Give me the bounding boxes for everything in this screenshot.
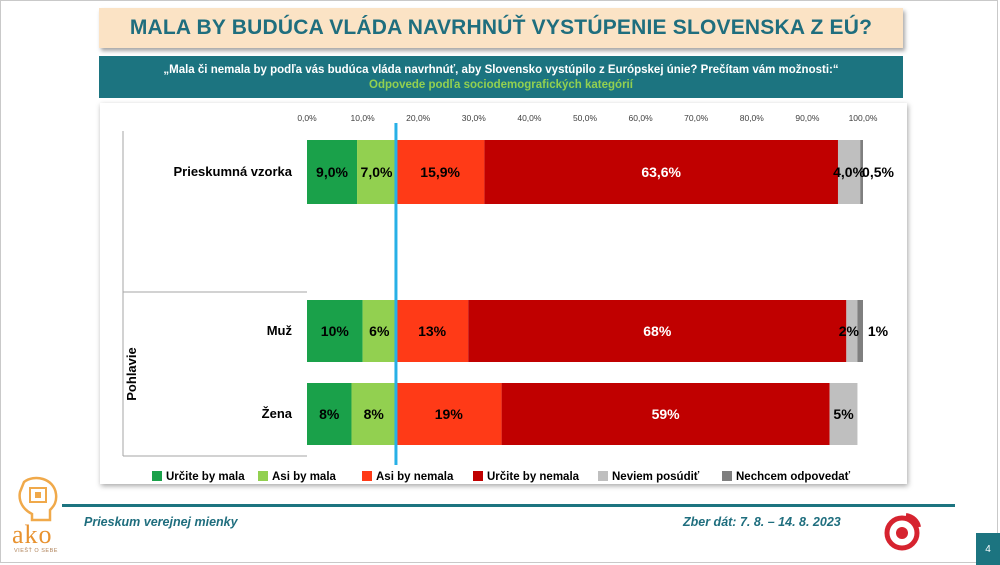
data-label: 9,0% [316, 164, 348, 180]
bar-segment [395, 140, 485, 204]
legend-label: Asi by mala [272, 471, 337, 483]
bar-segment [846, 300, 858, 362]
legend-swatch [473, 471, 483, 481]
data-label: 68% [643, 323, 672, 339]
data-label: 63,6% [641, 164, 681, 180]
bar-segment [468, 300, 847, 362]
bar-segment [860, 140, 863, 204]
title-banner: MALA BY BUDÚCA VLÁDA NAVRHNÚŤ VYSTÚPENIE… [99, 8, 903, 48]
ako-logo-icon [18, 476, 58, 522]
page-number: 4 [976, 533, 1000, 565]
bar-segment [501, 383, 830, 445]
x-tick-label: 60,0% [629, 113, 654, 123]
legend-label: Neviem posúdiť [612, 471, 700, 483]
bar-segment [307, 300, 363, 362]
bar-segment [484, 140, 838, 204]
slide-title: MALA BY BUDÚCA VLÁDA NAVRHNÚŤ VYSTÚPENIE… [129, 16, 873, 39]
x-tick-label: 20,0% [406, 113, 431, 123]
category-label: Prieskumná vzorka [173, 164, 292, 179]
legend-label: Nechcem odpovedať [736, 471, 851, 483]
bar-segment [837, 140, 861, 204]
bar-segment [307, 140, 358, 204]
bar-segment [395, 300, 469, 362]
x-tick-label: 80,0% [740, 113, 765, 123]
x-tick-label: 0,0% [297, 113, 317, 123]
x-tick-label: 10,0% [351, 113, 376, 123]
data-label: 5% [833, 406, 854, 422]
bar-segment [829, 383, 858, 445]
data-label: 2% [839, 323, 860, 339]
footer-survey-label: Prieskum verejnej mienky [84, 515, 238, 529]
legend-swatch [722, 471, 732, 481]
data-label: 8% [319, 406, 340, 422]
data-label: 1% [868, 323, 889, 339]
legend-label: Asi by nemala [376, 471, 454, 483]
logo-text: ako [12, 520, 53, 549]
stacked-bar-chart: 0,0% 10,0% 20,0% 30,0% 40,0% 50,0% 60,0% 70,0% 8… [122, 113, 895, 483]
data-label: 19% [435, 406, 464, 422]
logo-tagline: VIEŠŤ O SEBE [14, 548, 58, 554]
data-label: 4,0% [833, 164, 865, 180]
x-tick-label: 40,0% [517, 113, 542, 123]
data-label: 0,5% [862, 164, 894, 180]
bar-segment [857, 300, 863, 362]
data-label: 6% [369, 323, 390, 339]
x-tick-label: 50,0% [573, 113, 598, 123]
bar-segment [357, 140, 396, 204]
x-tick-label: 90,0% [795, 113, 820, 123]
data-label: 8% [364, 406, 385, 422]
data-label: 10% [321, 323, 350, 339]
data-label: 7,0% [361, 164, 393, 180]
media-brand-icon [884, 513, 921, 551]
x-tick-label: 30,0% [462, 113, 487, 123]
legend-label: Určite by nemala [487, 471, 580, 483]
subtitle-text: Odpovede podľa sociodemografických kateg… [369, 78, 633, 91]
group-label: Pohlavie [124, 347, 139, 400]
bar-segment [362, 300, 396, 362]
legend-swatch [598, 471, 608, 481]
x-tick-label: 100,0% [849, 113, 878, 123]
question-text: „Mala či nemala by podľa vás budúca vlád… [163, 63, 839, 76]
legend-label: Určite by mala [166, 471, 245, 483]
question-banner: „Mala či nemala by podľa vás budúca vlád… [99, 56, 903, 98]
data-label: 59% [652, 406, 681, 422]
footer-date-range: Zber dát: 7. 8. – 14. 8. 2023 [683, 515, 841, 529]
data-label: 15,9% [420, 164, 460, 180]
bar-segment [307, 383, 352, 445]
legend-swatch [258, 471, 268, 481]
category-label: Žena [262, 406, 293, 421]
x-tick-label: 70,0% [684, 113, 709, 123]
footer-divider [62, 504, 955, 507]
bar-segment [351, 383, 396, 445]
bar-segment [395, 383, 502, 445]
legend-swatch [362, 471, 372, 481]
data-label: 13% [418, 323, 447, 339]
legend-swatch [152, 471, 162, 481]
category-label: Muž [267, 323, 293, 338]
